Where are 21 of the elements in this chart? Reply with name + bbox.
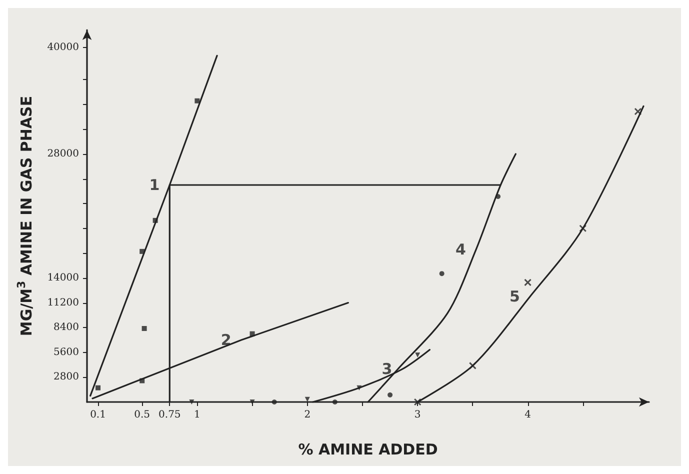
y-tick-label: 28000 — [47, 148, 79, 160]
x-tick-label: 2 — [304, 410, 311, 420]
series-label: 2 — [220, 331, 232, 349]
x-axis-title: % AMINE ADDED — [298, 440, 438, 458]
x-tick-label: 3 — [414, 410, 421, 420]
y-tick-label: 8400 — [54, 322, 79, 334]
x-tick-label: 0.5 — [134, 410, 150, 420]
y-tick-label: 5600 — [54, 346, 79, 358]
x-tick-label: 4 — [524, 410, 531, 420]
y-tick-label: 14000 — [47, 272, 79, 284]
x-tick-label: 1 — [194, 410, 200, 420]
series-label: 4 — [456, 240, 466, 259]
series-label: 5 — [510, 288, 520, 306]
series-label: 1 — [149, 176, 160, 194]
y-axis-title: MG/M3 AMINE IN GAS PHASE — [15, 96, 36, 336]
y-tick-label: 40000 — [47, 42, 79, 54]
series-label: 3 — [382, 360, 392, 378]
x-tick-label: 0.1 — [90, 410, 106, 420]
y-tick-label: 2800 — [54, 372, 79, 383]
y-tick-label: 11200 — [47, 297, 79, 308]
x-tick-label: 0.75 — [158, 410, 181, 420]
